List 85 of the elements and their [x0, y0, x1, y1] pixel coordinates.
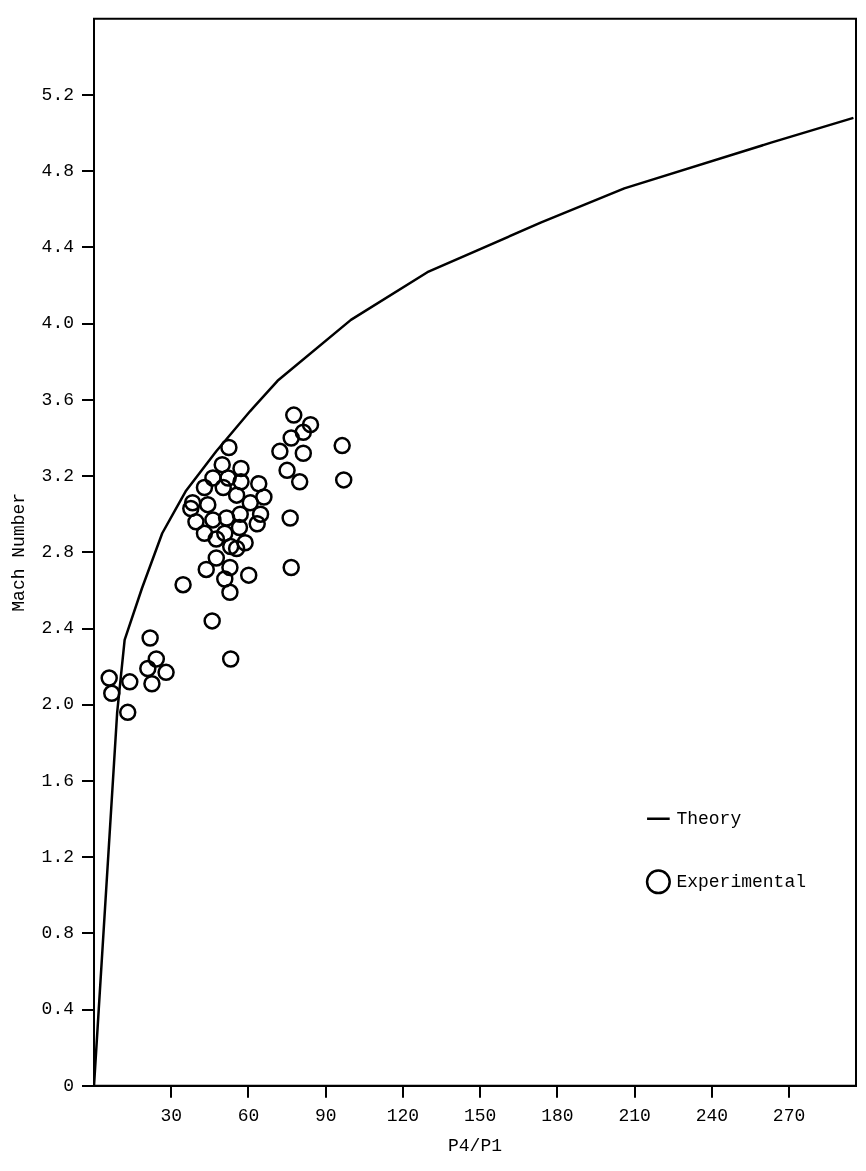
point	[221, 583, 239, 602]
y-tick-label: 0.4	[41, 999, 75, 1020]
point	[216, 570, 234, 588]
point	[207, 549, 226, 567]
point	[220, 438, 238, 457]
point	[282, 429, 300, 447]
point	[143, 675, 161, 693]
point	[174, 575, 192, 594]
x-axis-title: P4/P1	[447, 1135, 503, 1156]
point	[255, 488, 273, 506]
point	[157, 663, 175, 682]
point	[232, 459, 250, 478]
point	[301, 415, 320, 434]
point	[100, 669, 118, 687]
point	[241, 494, 260, 512]
point	[294, 444, 313, 462]
legend-label: Theory	[676, 808, 742, 829]
legend-label: Experimental	[676, 871, 806, 892]
point	[221, 558, 239, 577]
x-tick-label: 180	[541, 1106, 574, 1127]
point	[213, 455, 231, 474]
point	[197, 560, 215, 579]
x-tick-label: 210	[618, 1106, 651, 1127]
point	[285, 406, 303, 424]
point	[230, 518, 249, 537]
point	[251, 505, 270, 523]
point	[203, 612, 221, 630]
y-axis-title: Mach Number	[8, 492, 29, 612]
point	[232, 473, 250, 491]
point	[216, 524, 234, 542]
point	[207, 530, 226, 548]
point	[294, 423, 313, 442]
point	[182, 499, 200, 518]
x-tick-label: 240	[695, 1106, 729, 1127]
y-tick-label: 2.8	[41, 542, 75, 563]
x-tick-label: 90	[314, 1106, 337, 1127]
point	[227, 486, 246, 504]
point	[231, 505, 249, 523]
point	[103, 684, 121, 703]
point	[221, 537, 240, 556]
point	[219, 469, 237, 487]
point	[214, 478, 232, 497]
y-tick-label: 4.4	[41, 237, 75, 258]
point	[118, 703, 137, 722]
point	[250, 474, 268, 493]
point	[183, 494, 202, 512]
y-tick-label: 2.4	[41, 618, 75, 639]
point	[221, 650, 240, 668]
y-tick-label: 3.2	[41, 465, 75, 486]
point	[199, 495, 217, 514]
y-tick-label: 0.8	[41, 923, 75, 944]
y-tick-label: 1.6	[41, 770, 75, 791]
point	[227, 539, 246, 558]
point	[334, 471, 353, 489]
y-tick-label: 4.8	[41, 160, 75, 181]
point	[139, 659, 157, 678]
point	[195, 524, 214, 542]
point	[147, 650, 166, 668]
point	[290, 473, 309, 491]
point	[333, 436, 351, 455]
y-tick-label: 3.6	[41, 389, 75, 410]
y-tick-label: 2.0	[41, 694, 75, 715]
point	[204, 511, 222, 529]
y-tick-label: 0	[63, 1075, 75, 1096]
point	[278, 461, 296, 480]
x-tick-label: 150	[463, 1106, 497, 1127]
x-tick-label: 270	[772, 1106, 806, 1127]
x-tick-label: 120	[386, 1106, 420, 1127]
point	[271, 442, 289, 461]
point	[187, 513, 205, 531]
y-tick-label: 4.0	[41, 313, 75, 334]
point	[195, 478, 214, 497]
x-tick-label: 60	[237, 1106, 260, 1127]
point	[204, 469, 222, 487]
point	[121, 673, 139, 691]
point	[281, 509, 299, 527]
y-tick-label: 1.2	[41, 846, 75, 867]
x-tick-label: 30	[160, 1106, 183, 1127]
y-tick-label: 5.2	[41, 84, 75, 105]
point	[248, 514, 266, 533]
point	[282, 558, 300, 577]
point	[217, 509, 236, 527]
point	[141, 629, 159, 647]
point	[236, 534, 254, 552]
point	[239, 566, 258, 584]
